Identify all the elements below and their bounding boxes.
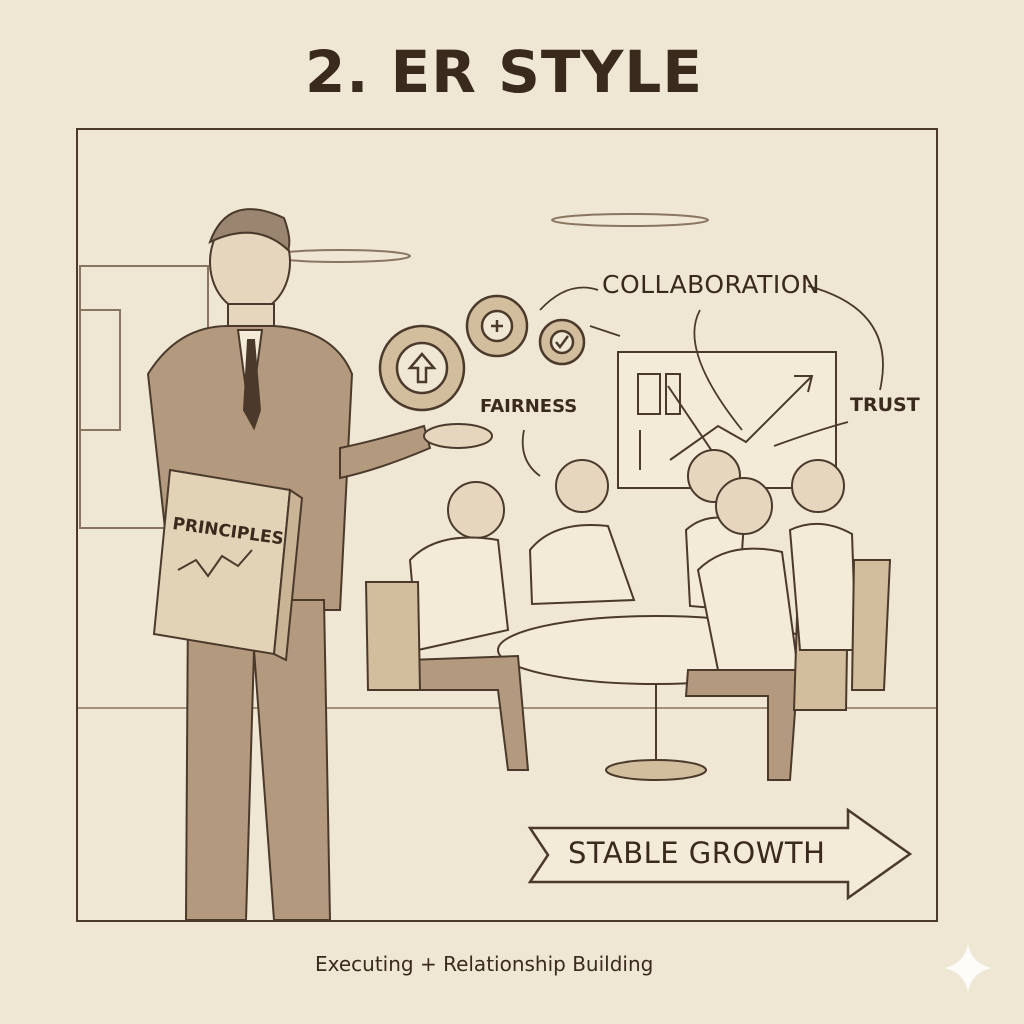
trust-label: TRUST [850, 394, 920, 416]
team-member-right-back [788, 459, 892, 691]
illustration-scene [78, 208, 936, 920]
gear-icon [378, 294, 586, 412]
fairness-label: FAIRNESS [480, 396, 578, 417]
team-member-center [528, 459, 636, 606]
principles-book [152, 468, 304, 662]
team-member-left [364, 481, 530, 771]
ceiling-lights [269, 213, 709, 263]
whiteboard [617, 351, 837, 489]
page-title: 2. ER STYLE [305, 38, 703, 106]
caption: Executing + Relationship Building [315, 952, 654, 976]
stable-growth-arrow [527, 807, 913, 901]
sparkle-icon [944, 944, 992, 992]
collaboration-label: COLLABORATION [602, 270, 821, 299]
team-members [364, 449, 892, 781]
illustration-frame: COLLABORATION FAIRNESS TRUST PRINCIPLES … [76, 128, 938, 922]
stable-growth-label: STABLE GROWTH [568, 836, 826, 870]
connector-arrows [521, 285, 884, 477]
